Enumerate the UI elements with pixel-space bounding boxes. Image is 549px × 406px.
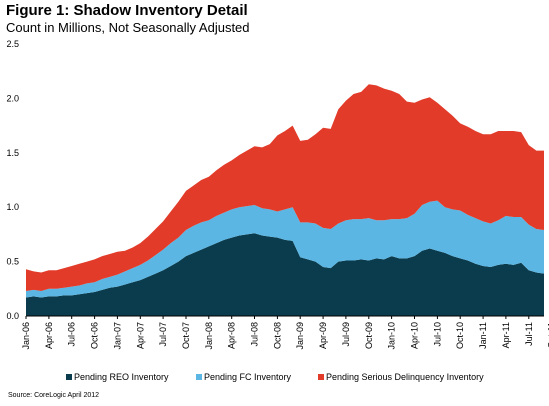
- area-pending-serious-delinquency-inventory: [26, 84, 544, 291]
- y-tick-label: 2.5: [6, 39, 19, 49]
- y-tick-label: 0.5: [6, 257, 19, 267]
- legend-swatch: [66, 374, 72, 380]
- x-tick-label: Jan-10: [387, 322, 397, 350]
- x-tick-label: Jan-07: [112, 322, 122, 350]
- x-tick-label: Jan-11: [478, 322, 488, 349]
- y-tick-label: 0.0: [6, 311, 19, 321]
- x-tick-label: Oct-06: [90, 322, 100, 349]
- x-tick-label: Apr-09: [318, 322, 328, 349]
- x-tick-label: Oct-07: [181, 322, 191, 349]
- x-tick-label: Oct-10: [455, 322, 465, 349]
- y-tick-label: 1.5: [6, 148, 19, 158]
- x-tick-label: Oct-11: [547, 322, 549, 348]
- legend-swatch: [318, 374, 324, 380]
- x-tick-label: Apr-08: [227, 322, 237, 349]
- legend-swatch: [196, 374, 202, 380]
- x-tick-label: Jul-08: [250, 322, 260, 347]
- series-areas: [26, 84, 544, 316]
- source-note: Source: CoreLogic April 2012: [8, 392, 100, 399]
- legend-label: Pending REO Inventory: [74, 372, 169, 382]
- x-tick-label: Jul-11: [524, 322, 534, 346]
- area-pending-reo-inventory: [26, 233, 544, 316]
- x-tick-label: Apr-11: [501, 322, 511, 348]
- x-tick-label: Jul-07: [158, 322, 168, 347]
- x-tick-label: Jan-08: [204, 322, 214, 350]
- area-pending-fc-inventory: [26, 200, 544, 298]
- legend-label: Pending FC Inventory: [204, 372, 292, 382]
- y-tick-label: 2.0: [6, 93, 19, 103]
- x-tick-label: Apr-07: [135, 322, 145, 349]
- legend-label: Pending Serious Delinquency Inventory: [326, 372, 484, 382]
- legend: Pending REO Inventory Pending FC Inventor…: [66, 372, 484, 382]
- x-tick-label: Jul-09: [341, 322, 351, 347]
- x-tick-label: Jan-06: [21, 322, 31, 350]
- x-tick-label: Oct-08: [272, 322, 282, 349]
- chart-title: Figure 1: Shadow Inventory Detail: [6, 2, 248, 19]
- x-tick-labels: Jan-06 Apr-06 Jul-06 Oct-06 Jan-07 Apr-07 Jul-…: [21, 316, 549, 350]
- x-tick-label: Apr-06: [44, 322, 54, 349]
- y-tick-label: 1.0: [6, 202, 19, 212]
- chart-subtitle: Count in Millions, Not Seasonally Adjust…: [6, 20, 250, 35]
- x-tick-label: Jul-10: [432, 322, 442, 347]
- y-tick-labels: 0.0 0.5 1.0 1.5 2.0 2.5: [6, 39, 19, 321]
- x-tick-label: Jan-09: [295, 322, 305, 350]
- x-tick-label: Jul-06: [67, 322, 77, 347]
- x-tick-label: Apr-10: [410, 322, 420, 349]
- x-tick-label: Oct-09: [364, 322, 374, 349]
